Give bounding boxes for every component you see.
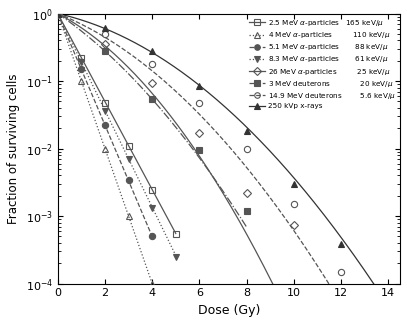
Y-axis label: Fraction of surviving cells: Fraction of surviving cells bbox=[7, 73, 20, 224]
X-axis label: Dose (Gy): Dose (Gy) bbox=[198, 304, 260, 317]
Legend: 2.5 MeV $\alpha$-particles   165 keV/$\mu$, 4 MeV $\alpha$-particles         110: 2.5 MeV $\alpha$-particles 165 keV/$\mu$… bbox=[246, 15, 398, 112]
